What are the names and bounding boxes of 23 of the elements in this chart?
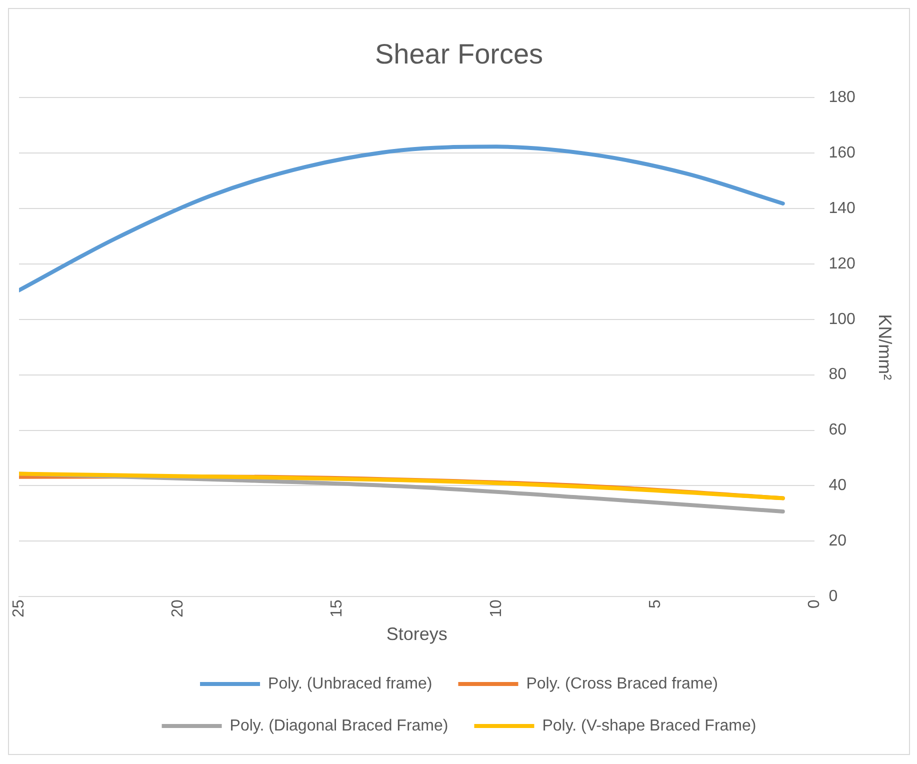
legend-label: Poly. (Diagonal Braced Frame)	[230, 717, 448, 734]
y-tick-label: 100	[828, 310, 856, 328]
x-tick-label: 5	[646, 600, 664, 609]
line-series	[19, 144, 785, 292]
y-tick-label: 40	[828, 477, 847, 494]
y-tick-label: 60	[828, 422, 847, 439]
y-tick-label: 20	[828, 532, 847, 550]
y-tick-label: 120	[828, 255, 856, 272]
y-tick-label: 140	[828, 200, 856, 217]
x-tick-label: 15	[328, 600, 346, 618]
x-axis-title: Storeys	[386, 624, 448, 644]
x-tick-label: 10	[488, 600, 505, 618]
chart-title: Shear Forces	[374, 38, 544, 70]
y-tick-label: 160	[828, 144, 856, 162]
legend-label: Poly. (V-shape Braced Frame)	[542, 717, 756, 734]
x-tick-label: 25	[10, 600, 28, 618]
y-tick-label: 80	[828, 366, 847, 384]
y-tick-label: 180	[828, 89, 856, 106]
legend-label: Poly. (Cross Braced frame)	[526, 675, 718, 692]
x-tick-label: 0	[806, 600, 824, 609]
y-axis-title: KN/mm²	[875, 314, 896, 380]
x-tick-label: 20	[170, 600, 187, 618]
legend-label: Poly. (Unbraced frame)	[268, 675, 432, 692]
